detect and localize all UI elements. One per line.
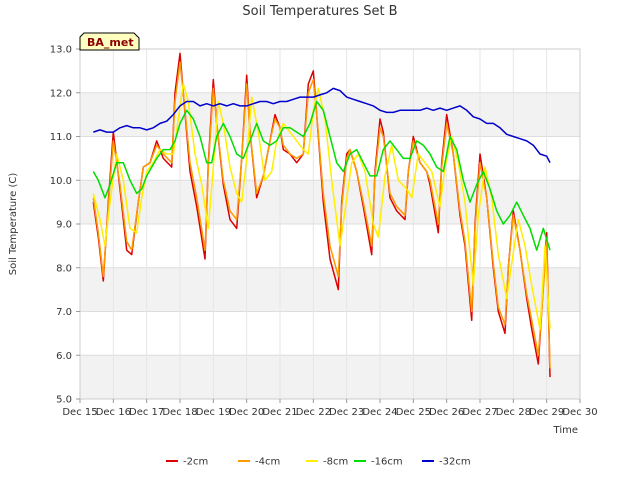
y-tick-label: 9.0	[56, 220, 72, 231]
x-tick-label: Dec 24	[362, 407, 397, 418]
x-tick-label: Dec 30	[562, 407, 597, 418]
series-lines	[92, 52, 551, 378]
y-axis-ticks: 5.0 6.0 7.0 8.0 9.0 10.0 11.0 12.0 13.0	[50, 45, 80, 406]
station-badge: BA_met	[79, 32, 140, 51]
y-tick-label: 10.0	[50, 176, 72, 187]
x-tick-label: Dec 25	[396, 407, 431, 418]
series-line-16cm	[92, 100, 551, 251]
legend-label: -16cm	[371, 457, 403, 468]
grid-band	[80, 180, 580, 224]
x-tick-label: Dec 18	[162, 407, 197, 418]
series-line-32cm	[93, 87, 551, 164]
y-tick-label: 13.0	[50, 45, 72, 56]
grid-band	[80, 92, 580, 137]
x-tick-label: Dec 29	[529, 407, 564, 418]
y-tick-label: 11.0	[50, 132, 72, 143]
x-tick-label: Dec 27	[462, 407, 497, 418]
x-tick-label: Dec 26	[429, 407, 464, 418]
legend-label: -8cm	[323, 457, 348, 468]
series-line-4cm	[92, 61, 551, 369]
x-tick-label: Dec 21	[262, 407, 297, 418]
series-line-8cm	[92, 83, 551, 330]
x-tick-label: Dec 17	[129, 407, 164, 418]
x-tick-label: Dec 19	[196, 407, 231, 418]
chart-title: Soil Temperatures Set B	[242, 4, 397, 19]
legend-label: -32cm	[439, 457, 471, 468]
y-tick-label: 8.0	[56, 263, 72, 274]
y-tick-label: 12.0	[50, 88, 72, 99]
badge-shape	[79, 32, 140, 51]
x-tick-label: Dec 15	[62, 407, 97, 418]
x-tick-label: Dec 28	[496, 407, 531, 418]
x-tick-label: Dec 22	[296, 407, 331, 418]
x-tick-label: Dec 23	[329, 407, 364, 418]
y-tick-label: 6.0	[56, 351, 72, 362]
x-axis-label: Time	[553, 425, 578, 436]
badge-label: BA_met	[87, 36, 134, 49]
y-axis-label: Soil Temperature (C)	[8, 173, 19, 276]
x-tick-label: Dec 20	[229, 407, 264, 418]
grid-band	[80, 355, 580, 399]
legend-label: -4cm	[255, 457, 280, 468]
x-tick-label: Dec 16	[96, 407, 131, 418]
legend: -2cm -4cm -8cm -16cm -32cm	[166, 457, 471, 468]
y-tick-label: 7.0	[56, 307, 72, 318]
y-tick-label: 5.0	[56, 395, 72, 406]
legend-label: -2cm	[183, 457, 208, 468]
